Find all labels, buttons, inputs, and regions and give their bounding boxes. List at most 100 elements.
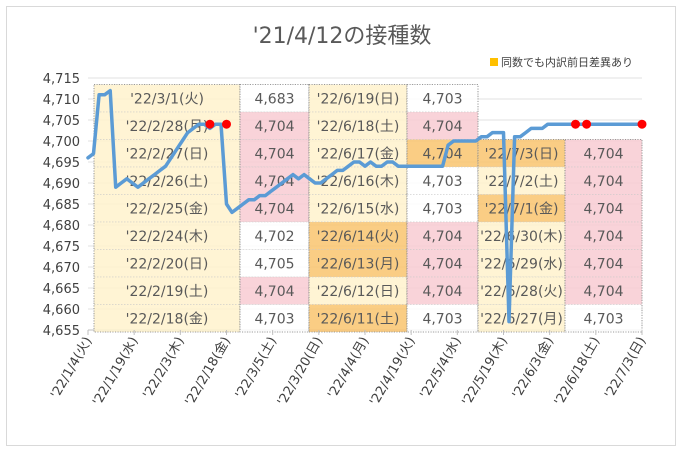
series-line <box>86 88 644 324</box>
table-cell-text: '22/6/30(木) <box>480 229 563 245</box>
table-cell <box>239 276 310 305</box>
series-path <box>86 88 644 324</box>
y-tick-label: 4,710 <box>43 93 80 108</box>
x-tick-label: '22/6/18(土) <box>552 335 603 409</box>
marker-point <box>637 119 647 129</box>
table-cell-text: '22/2/27(日) <box>126 146 209 162</box>
marker-points <box>205 119 647 129</box>
table-column: 4,704 4,704 4,704 4,704 4,704 4,704 4,703 <box>564 139 643 333</box>
table-cell <box>406 304 479 333</box>
table-cell <box>239 111 310 140</box>
marker-point <box>205 119 215 129</box>
legend-label: 同数でも内訳前日差異あり <box>501 56 633 69</box>
y-tick-label: 4,705 <box>43 114 80 129</box>
table-cell <box>406 221 479 250</box>
table-cell-text: '22/6/28(火) <box>480 284 563 300</box>
marker-point <box>582 119 592 129</box>
table-cell <box>477 166 566 195</box>
y-tick-label: 4,685 <box>43 198 80 213</box>
table-column: '22/7/3(日) '22/7/2(土) '22/7/1(金) '22/6/30(木… <box>477 139 566 333</box>
table-cell-text: '22/2/25(金) <box>126 201 209 217</box>
y-tick-label: 4,665 <box>43 282 80 297</box>
table-cell-text: '22/2/24(木) <box>126 229 209 245</box>
table-cell-text: 4,704 <box>254 201 294 217</box>
table-column: '22/6/19(日) '22/6/18(土) '22/6/17(金) '22/6/1… <box>308 84 408 333</box>
table-cell <box>477 276 566 305</box>
table-cell <box>477 249 566 278</box>
table-cell <box>308 249 408 278</box>
y-tick-label: 4,715 <box>43 72 80 87</box>
table-column-border <box>93 84 241 333</box>
table-cell-text: 4,703 <box>422 311 462 327</box>
table-cell-text: 4,704 <box>583 256 623 272</box>
table-cell-text: 4,703 <box>583 311 623 327</box>
x-tick-label: '22/5/19(木) <box>460 335 511 409</box>
y-tick-label: 4,700 <box>43 135 80 150</box>
table-cell-text: '22/2/20(日) <box>126 256 209 272</box>
table-column: 4,683 4,704 4,704 4,704 4,704 4,702 4,705 4,704… <box>239 84 310 333</box>
table-cell-text: 4,704 <box>583 146 623 162</box>
table-cell-text: 4,703 <box>254 311 294 327</box>
x-tick-label: '22/5/4(水) <box>418 335 465 402</box>
x-tick-label: '22/1/4(火) <box>48 335 95 402</box>
table-cell-text: 4,703 <box>422 174 462 190</box>
table-cell <box>93 84 241 113</box>
table-cell-text: 4,704 <box>583 174 623 190</box>
table-cell-text: '22/7/3(日) <box>485 146 559 162</box>
x-axis-ticks: '22/1/4(火)'22/1/19(水)'22/2/3(木)'22/2/18(… <box>48 330 649 409</box>
table-cell-text: 4,704 <box>583 201 623 217</box>
table-column: 4,703 4,704 4,704 4,703 4,703 4,704 4,704 4,704… <box>406 84 479 333</box>
table-cell <box>564 276 643 305</box>
table-cell-text: 4,704 <box>254 119 294 135</box>
table-cell-text: '22/6/12(日) <box>317 284 400 300</box>
table-cell <box>239 221 310 250</box>
table-cell-text: '22/2/18(金) <box>126 311 209 327</box>
table-cell <box>564 249 643 278</box>
table-cell-text: '22/6/18(土) <box>317 119 400 135</box>
table-cell-text: 4,704 <box>422 229 462 245</box>
table-cell-text: '22/6/29(水) <box>480 256 563 272</box>
table-cell <box>477 304 566 333</box>
table-column: '22/3/1(火)'22/2/28(月)'22/2/27(日)'22/2/26… <box>93 84 241 333</box>
table-cell-text: 4,704 <box>254 174 294 190</box>
table-cell-text: '22/6/16(木) <box>317 174 400 190</box>
table-cell-text: '22/3/1(火) <box>130 91 204 107</box>
x-tick-label: '22/4/19(火) <box>367 335 418 409</box>
table-cell-text: '22/7/1(金) <box>485 201 559 217</box>
table-cell-text: '22/6/11(土) <box>317 311 400 327</box>
table-cell <box>406 166 479 195</box>
table-cell <box>564 194 643 223</box>
table-cell-text: 4,704 <box>583 284 623 300</box>
marker-point <box>222 119 231 129</box>
table-column-border <box>406 84 479 333</box>
table-cell-text: 4,704 <box>422 284 462 300</box>
table-cell-text: 4,703 <box>422 201 462 217</box>
table-cell <box>93 194 241 223</box>
table-cell-text: 4,704 <box>422 256 462 272</box>
table-cell-text: 4,704 <box>254 146 294 162</box>
table-cell-text: '22/6/27(月) <box>480 311 563 327</box>
table-cell-text: '22/6/17(金) <box>317 146 400 162</box>
table-cell <box>406 194 479 223</box>
table-cell-text: '22/6/19(日) <box>317 91 400 107</box>
data-table-overlay: '22/3/1(火)'22/2/28(月)'22/2/27(日)'22/2/26… <box>93 84 643 333</box>
y-tick-label: 4,670 <box>43 261 80 276</box>
y-tick-label: 4,675 <box>43 240 80 255</box>
legend: 同数でも内訳前日差異あり <box>490 54 633 70</box>
y-tick-label: 4,690 <box>43 177 80 192</box>
y-tick-label: 4,695 <box>43 156 80 171</box>
x-tick-label: '22/7/3(日) <box>602 335 649 402</box>
table-cell-text: '22/7/2(土) <box>485 174 559 190</box>
table-cell-text: '22/2/19(土) <box>126 284 209 300</box>
table-cell <box>477 194 566 223</box>
table-cell-text: '22/2/26(土) <box>126 174 209 190</box>
chart-title: '21/4/12の接種数 <box>252 24 432 49</box>
x-tick-label: '22/4/4(月) <box>325 335 372 402</box>
table-cell-text: 4,683 <box>254 91 294 107</box>
table-cell-text: 4,704 <box>583 229 623 245</box>
x-tick-label: '22/1/19(水) <box>90 335 141 409</box>
y-tick-label: 4,660 <box>43 303 80 318</box>
table-cell <box>406 276 479 305</box>
marker-point <box>571 119 581 129</box>
